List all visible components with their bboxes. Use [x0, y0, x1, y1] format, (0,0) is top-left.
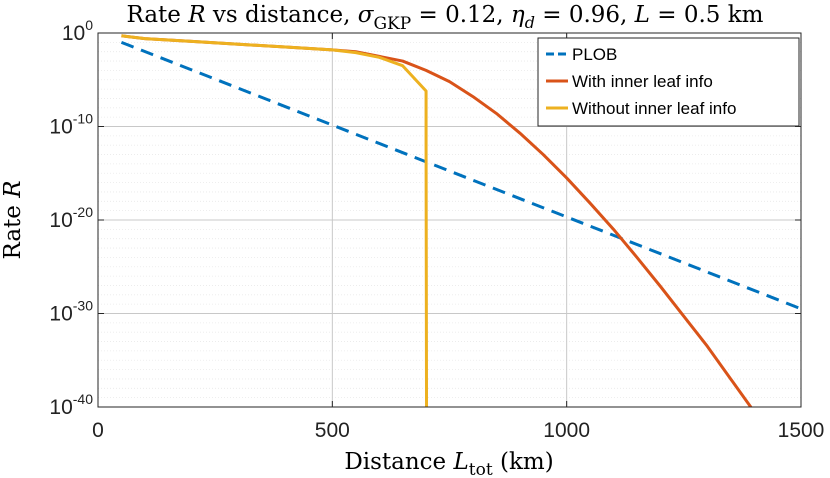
y-tick-label: 10-10 — [49, 111, 93, 139]
series-layer — [120, 34, 801, 407]
x-tick-label: 0 — [92, 419, 104, 442]
legend-box — [537, 37, 800, 127]
y-tick-label: 100 — [62, 17, 93, 45]
x-tick-label: 1500 — [778, 419, 825, 442]
x-axis-label: Distance Ltot (km) — [344, 449, 553, 478]
series-line-2 — [121, 34, 429, 407]
legend-label-with-inner: With inner leaf info — [572, 72, 713, 91]
series-line-0 — [120, 40, 801, 311]
ticks-layer: 0 500 1000 1500 100 10-10 10-20 10-30 10-40 — [49, 17, 824, 442]
y-tick-label: 10-40 — [49, 391, 93, 419]
y-tick-label: 10-20 — [49, 204, 93, 232]
legend-label-without-inner: Without inner leaf info — [572, 99, 736, 118]
legend: PLOB With inner leaf info Without inner … — [537, 37, 800, 127]
x-tick-label: 500 — [315, 419, 350, 442]
legend-label-plob: PLOB — [572, 45, 617, 64]
chart-title: Rate R vs distance, σGKP = 0.12, ηd = 0.… — [127, 2, 764, 34]
y-tick-label: 10-30 — [49, 298, 93, 326]
x-tick-label: 1000 — [543, 419, 590, 442]
y-axis-label: Rate R — [0, 180, 26, 259]
